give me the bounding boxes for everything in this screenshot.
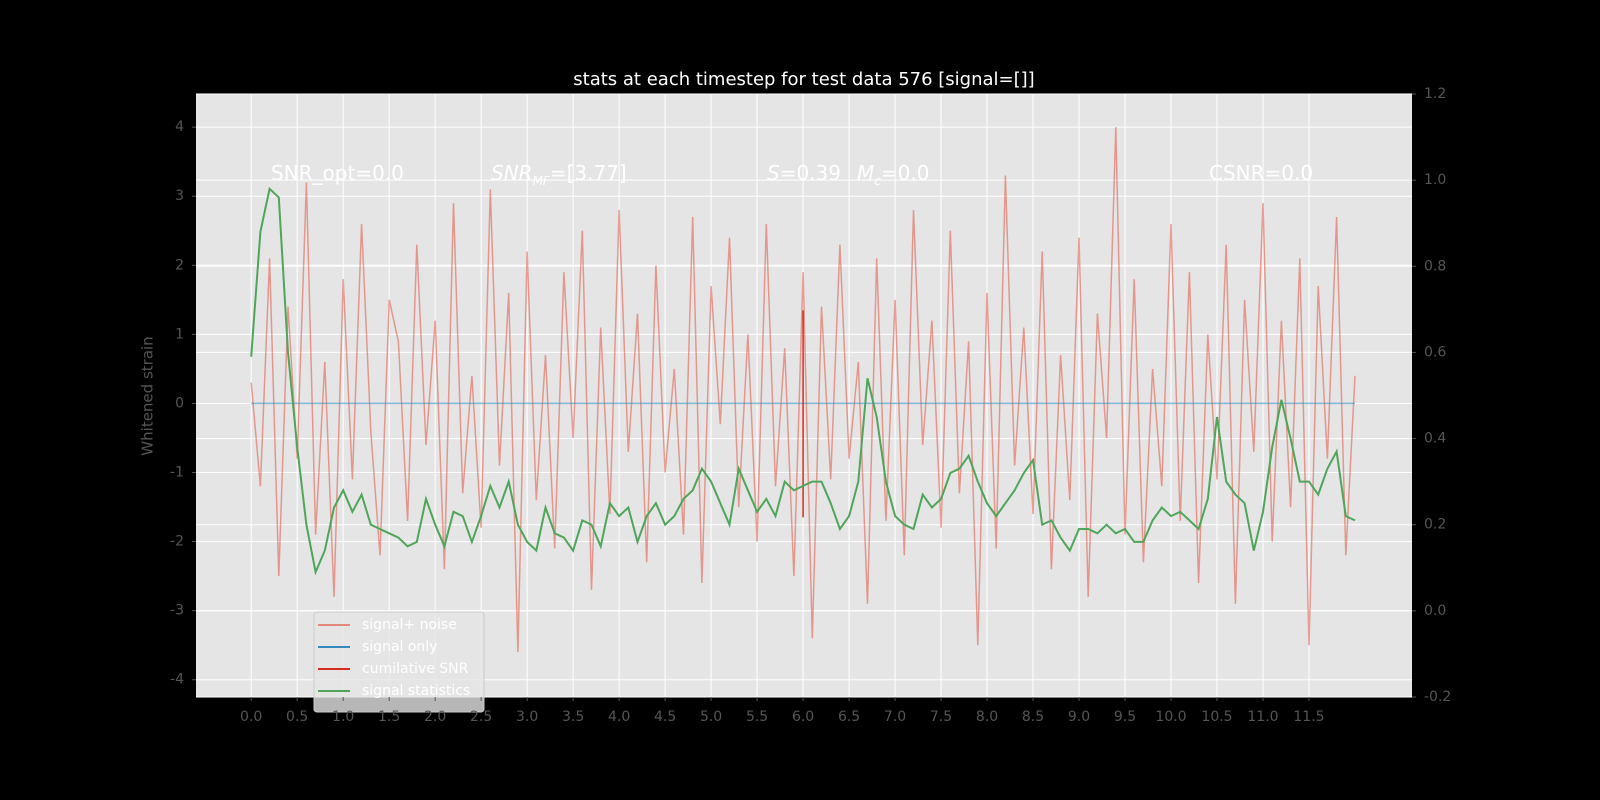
y-tick-label: -1 [170,465,184,481]
annotation-part: =[3.77] [550,161,627,185]
y2-tick-label: 0.8 [1424,258,1446,274]
annotation-part: S [767,161,780,185]
y2-tick-label: 1.2 [1424,86,1446,102]
y-tick-label: 2 [175,257,184,273]
annotation-part: =0.39 [780,161,841,185]
x-tick-label: 5.0 [700,709,722,725]
x-tick-label: 6.0 [792,709,814,725]
plot-area [196,94,1412,697]
x-tick-label: 9.0 [1068,709,1090,725]
annotation: SNRMF=[3.77] [491,161,627,188]
x-tick-label: 8.0 [976,709,998,725]
y-tick-label: 1 [175,326,184,342]
chart-title: stats at each timestep for test data 576… [573,69,1034,90]
x-tick-label: 10.5 [1201,709,1232,725]
legend-label: signal statistics [362,683,470,699]
y2-tick-label: 0.6 [1424,344,1446,360]
x-tick-label: 10.0 [1155,709,1186,725]
x-tick-label: 3.0 [516,709,538,725]
y-tick-label: 4 [175,119,184,135]
x-tick-label: 2.0 [424,709,446,725]
x-tick-label: 4.5 [654,709,676,725]
annotation: S=0.39 Mc=0.0 [767,161,929,188]
x-tick-label: 4.0 [608,709,630,725]
x-tick-label: 3.5 [562,709,584,725]
y2-tick-label: 0.2 [1424,517,1446,533]
legend: signal+ noise signal only cumilative SNR si… [313,611,485,713]
legend-label: signal only [362,639,437,655]
annotation: SNR_opt=0.0 [271,161,404,185]
x-tick-label: 8.5 [1022,709,1044,725]
x-tick-label: 2.5 [470,709,492,725]
x-tick-label: 0.5 [286,709,308,725]
grid [196,93,1412,698]
legend-box [313,611,485,713]
y-tick-label: -4 [170,672,184,688]
x-tick-label: 11.0 [1247,709,1278,725]
x-tick-label: 0.0 [240,709,262,725]
series-line [250,186,1356,576]
x-tick-label: 1.5 [378,709,400,725]
x-tick-label: 5.5 [746,709,768,725]
x-tick-label: 1.0 [332,709,354,725]
legend-label: cumilative SNR [362,661,469,677]
annotation-part: SNR_opt=0.0 [271,161,404,185]
annotation-part: =0.0 [881,161,930,185]
series-line [250,127,1356,653]
annotation: CSNR=0.0 [1209,161,1313,185]
y2-tick-label: 0.4 [1424,431,1446,447]
y-axis-label: Whitened strain [139,336,157,455]
marks [250,127,1356,653]
y-tick-label: 3 [175,188,184,204]
x-tick-label: 11.5 [1293,709,1324,725]
y2-tick-label: 1.0 [1424,172,1446,188]
x-tick-label: 9.5 [1114,709,1136,725]
y-tick-label: -2 [170,534,184,550]
annotations: SNR_opt=0.0 SNRMF=[3.77] S=0.39 Mc=0.0 CSNR=… [271,161,1313,188]
annotation-part: CSNR=0.0 [1209,161,1313,185]
annotation-part: SNR [491,161,533,185]
y-tick-label: -3 [170,603,184,619]
y2-tick-label: -0.2 [1424,689,1451,705]
y-tick-label: 0 [175,395,184,411]
x-tick-label: 6.5 [838,709,860,725]
y2-tick-label: 0.0 [1424,603,1446,619]
annotation-part: MF [533,174,551,188]
annotation-part: c [874,174,881,188]
annotation-part: M [857,161,874,185]
x-tick-label: 7.0 [884,709,906,725]
x-tick-label: 7.5 [930,709,952,725]
legend-label: signal+ noise [362,617,457,633]
